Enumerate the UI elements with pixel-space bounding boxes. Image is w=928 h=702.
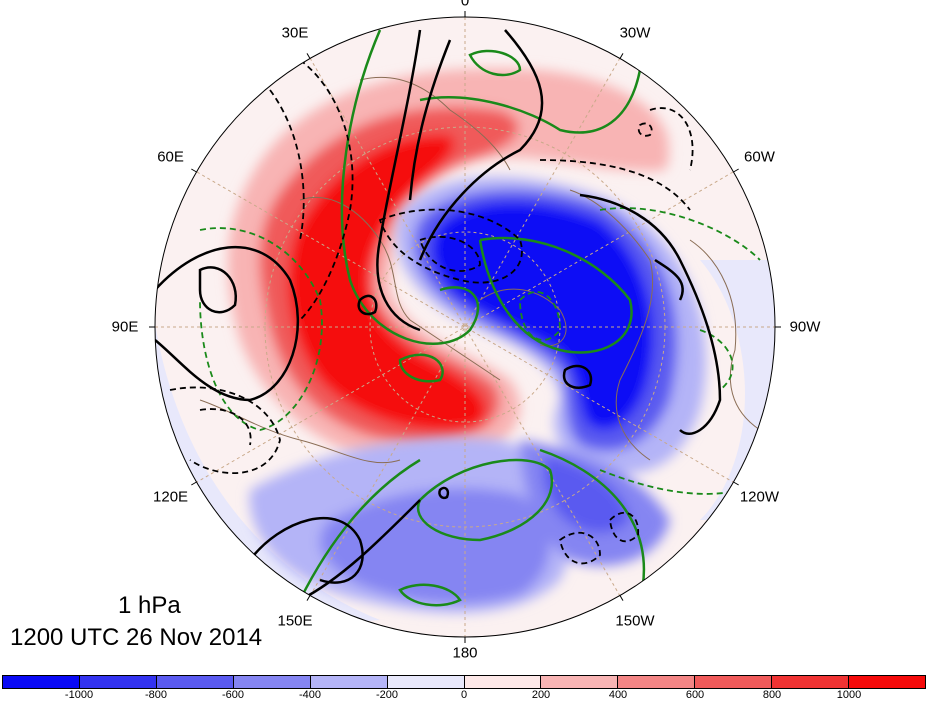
colorbar-segment	[849, 676, 926, 688]
colorbar-tick-label: -200	[375, 689, 399, 701]
colorbar-tick-label: 800	[762, 689, 782, 701]
longitude-label: 30E	[281, 24, 309, 42]
valid-time-label: 1200 UTC 26 Nov 2014	[10, 624, 263, 651]
longitude-tick	[191, 481, 197, 486]
longitude-label: 0	[460, 0, 470, 10]
colorbar-tick-label: -400	[298, 689, 322, 701]
longitude-label: 120W	[739, 488, 780, 506]
colorbar-tick-label: -1000	[64, 689, 94, 701]
colorbar-segment	[772, 676, 850, 688]
shaded-anomaly-field	[155, 17, 775, 637]
longitude-label: 150W	[615, 612, 655, 630]
longitude-tick	[619, 53, 624, 59]
colorbar-segment	[541, 676, 619, 688]
green-contours	[298, 29, 646, 607]
colorbar-segment	[79, 676, 157, 688]
longitude-tick	[306, 53, 311, 59]
black-dashed-contours	[169, 59, 694, 565]
black-contours	[155, 29, 722, 602]
colorbar-tick-label: -600	[221, 689, 245, 701]
longitude-label: 30W	[619, 24, 651, 42]
longitude-ticks	[149, 11, 781, 643]
colorbar-tick-label: 400	[608, 689, 628, 701]
colorbar-tick-label: -800	[144, 689, 168, 701]
longitude-label: 180	[452, 644, 478, 662]
longitude-tick	[733, 481, 739, 486]
green-dashed-contours	[199, 207, 761, 495]
colorbar-segment	[695, 676, 773, 688]
longitude-label: 60W	[744, 148, 775, 166]
longitude-label: 60E	[157, 148, 184, 166]
colorbar-tick-label: 200	[531, 689, 551, 701]
longitude-tick	[619, 595, 624, 601]
colorbar-segment	[387, 676, 465, 688]
longitude-tick	[191, 168, 197, 173]
colorbar-segment	[618, 676, 696, 688]
colorbar-segment	[233, 676, 311, 688]
longitude-label: 90W	[789, 318, 821, 336]
longitude-label: 120E	[153, 488, 189, 506]
colorbar	[2, 675, 926, 689]
pressure-level-label: 1 hPa	[118, 592, 181, 619]
colorbar-segment	[156, 676, 234, 688]
colorbar-segment	[464, 676, 542, 688]
longitude-label: 90E	[111, 318, 139, 336]
colorbar-segment	[3, 676, 80, 688]
colorbar-segment	[310, 676, 388, 688]
colorbar-tick-label: 1000	[836, 689, 862, 701]
longitude-tick	[306, 595, 311, 601]
colorbar-tick-label: 0	[460, 689, 468, 701]
longitude-tick	[733, 168, 739, 173]
colorbar-tick-label: 600	[685, 689, 705, 701]
longitude-label: 150E	[277, 612, 313, 630]
